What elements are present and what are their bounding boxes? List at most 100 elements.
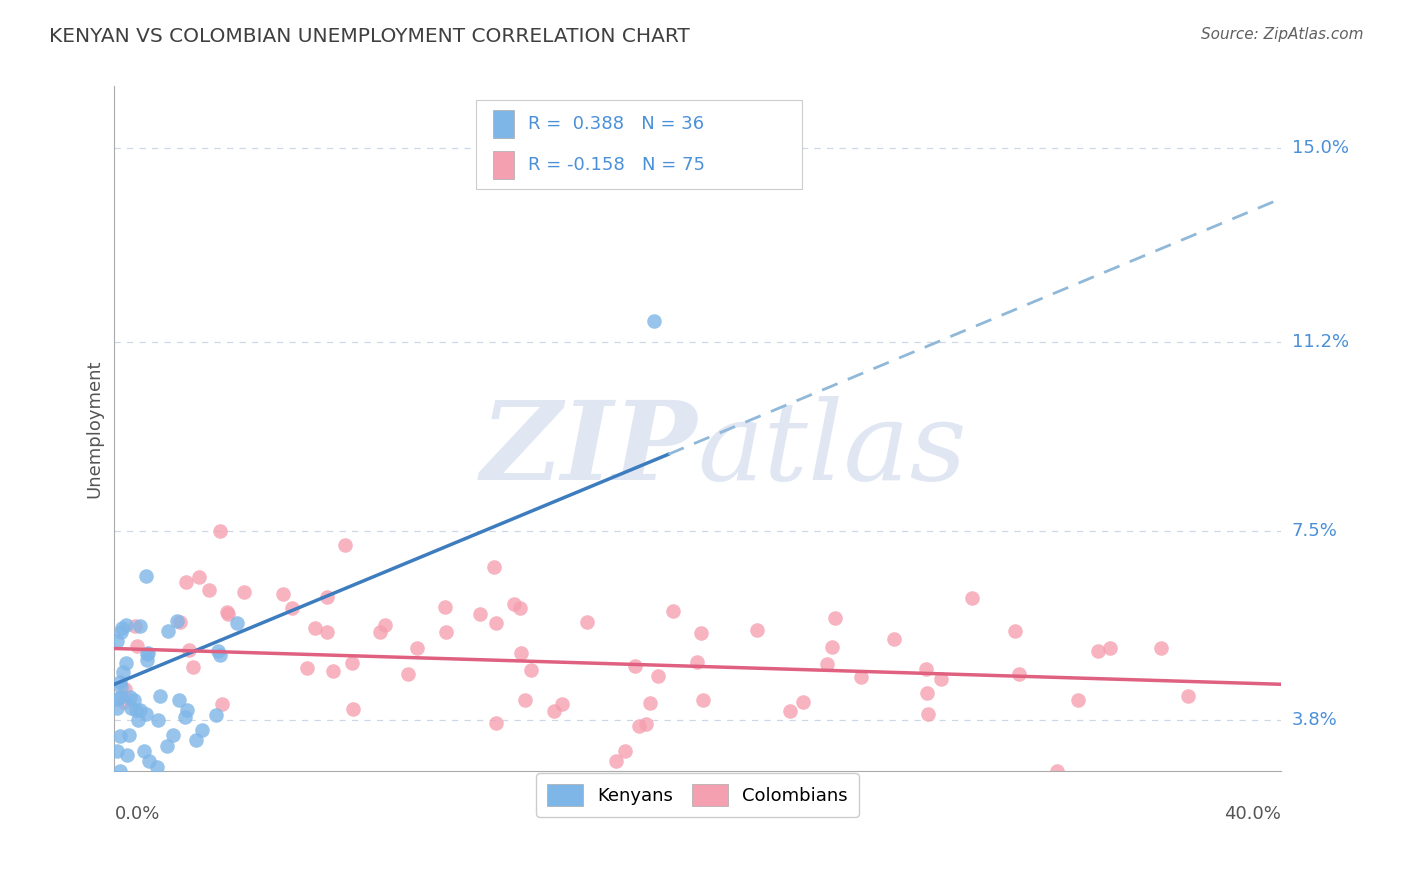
Point <box>745 623 768 637</box>
Point <box>485 715 508 730</box>
Point <box>108 764 131 779</box>
Point <box>136 647 159 661</box>
Point <box>112 695 135 709</box>
Point <box>176 703 198 717</box>
Point <box>132 744 155 758</box>
Point <box>509 601 531 615</box>
Point <box>110 690 132 704</box>
Point <box>110 624 132 639</box>
Point <box>125 639 148 653</box>
Point <box>176 575 198 590</box>
Point <box>1087 644 1109 658</box>
Point <box>120 701 142 715</box>
Point <box>111 621 134 635</box>
Point <box>105 691 128 706</box>
Point <box>960 591 983 606</box>
Point <box>1004 624 1026 638</box>
Point <box>125 703 148 717</box>
Point <box>179 643 201 657</box>
Text: 3.8%: 3.8% <box>1292 711 1337 729</box>
Point <box>484 559 506 574</box>
Point <box>129 703 152 717</box>
Point <box>146 759 169 773</box>
Point <box>120 690 142 705</box>
Point <box>122 692 145 706</box>
Point <box>167 692 190 706</box>
Point <box>135 707 157 722</box>
Point <box>156 739 179 753</box>
Text: 0.0%: 0.0% <box>114 805 160 823</box>
Point <box>211 697 233 711</box>
Point <box>883 632 905 646</box>
Point <box>484 616 506 631</box>
Point <box>281 601 304 615</box>
Point <box>821 640 844 654</box>
Point <box>135 653 157 667</box>
Point <box>105 634 128 648</box>
Point <box>1150 641 1173 656</box>
Legend: Kenyans, Colombians: Kenyans, Colombians <box>536 773 859 817</box>
Point <box>111 665 134 679</box>
Point <box>434 624 457 639</box>
Point <box>233 585 256 599</box>
Point <box>686 655 709 669</box>
Point <box>1067 693 1090 707</box>
Point <box>215 605 238 619</box>
Point <box>605 754 627 768</box>
Point <box>315 591 337 605</box>
Point <box>551 697 574 711</box>
Point <box>638 696 661 710</box>
Point <box>191 723 214 738</box>
Point <box>110 680 132 694</box>
Point <box>815 657 838 671</box>
Point <box>543 704 565 718</box>
Point <box>187 570 209 584</box>
Point <box>149 689 172 703</box>
Point <box>115 747 138 762</box>
Point <box>128 619 150 633</box>
Point <box>503 597 526 611</box>
Point <box>322 664 344 678</box>
Point <box>792 695 814 709</box>
Bar <box>494 111 515 137</box>
Point <box>135 569 157 583</box>
Point <box>433 599 456 614</box>
Point <box>692 693 714 707</box>
Point <box>915 662 938 676</box>
Point <box>1098 641 1121 656</box>
Point <box>623 659 645 673</box>
Point <box>217 607 239 621</box>
Point <box>520 663 543 677</box>
Point <box>209 524 232 538</box>
Point <box>127 713 149 727</box>
Text: Source: ZipAtlas.com: Source: ZipAtlas.com <box>1201 27 1364 42</box>
Point <box>917 706 939 721</box>
Text: R = -0.158   N = 75: R = -0.158 N = 75 <box>529 156 706 174</box>
Text: 15.0%: 15.0% <box>1292 138 1348 157</box>
Point <box>1008 667 1031 681</box>
Point <box>114 681 136 696</box>
Point <box>162 728 184 742</box>
Point <box>157 624 180 638</box>
Point <box>333 538 356 552</box>
Point <box>1045 764 1067 779</box>
Point <box>105 700 128 714</box>
Point <box>1177 690 1199 704</box>
Point <box>374 618 396 632</box>
Point <box>271 587 294 601</box>
Point <box>647 668 669 682</box>
Point <box>342 701 364 715</box>
Text: KENYAN VS COLOMBIAN UNEMPLOYMENT CORRELATION CHART: KENYAN VS COLOMBIAN UNEMPLOYMENT CORRELA… <box>49 27 690 45</box>
Point <box>184 733 207 747</box>
Bar <box>494 152 515 178</box>
Point <box>614 744 637 758</box>
Point <box>513 692 536 706</box>
Point <box>368 625 391 640</box>
Y-axis label: Unemployment: Unemployment <box>86 359 103 498</box>
Point <box>173 710 195 724</box>
Point <box>110 729 132 743</box>
Point <box>510 646 533 660</box>
Point <box>115 618 138 632</box>
Point <box>662 603 685 617</box>
Point <box>689 626 711 640</box>
